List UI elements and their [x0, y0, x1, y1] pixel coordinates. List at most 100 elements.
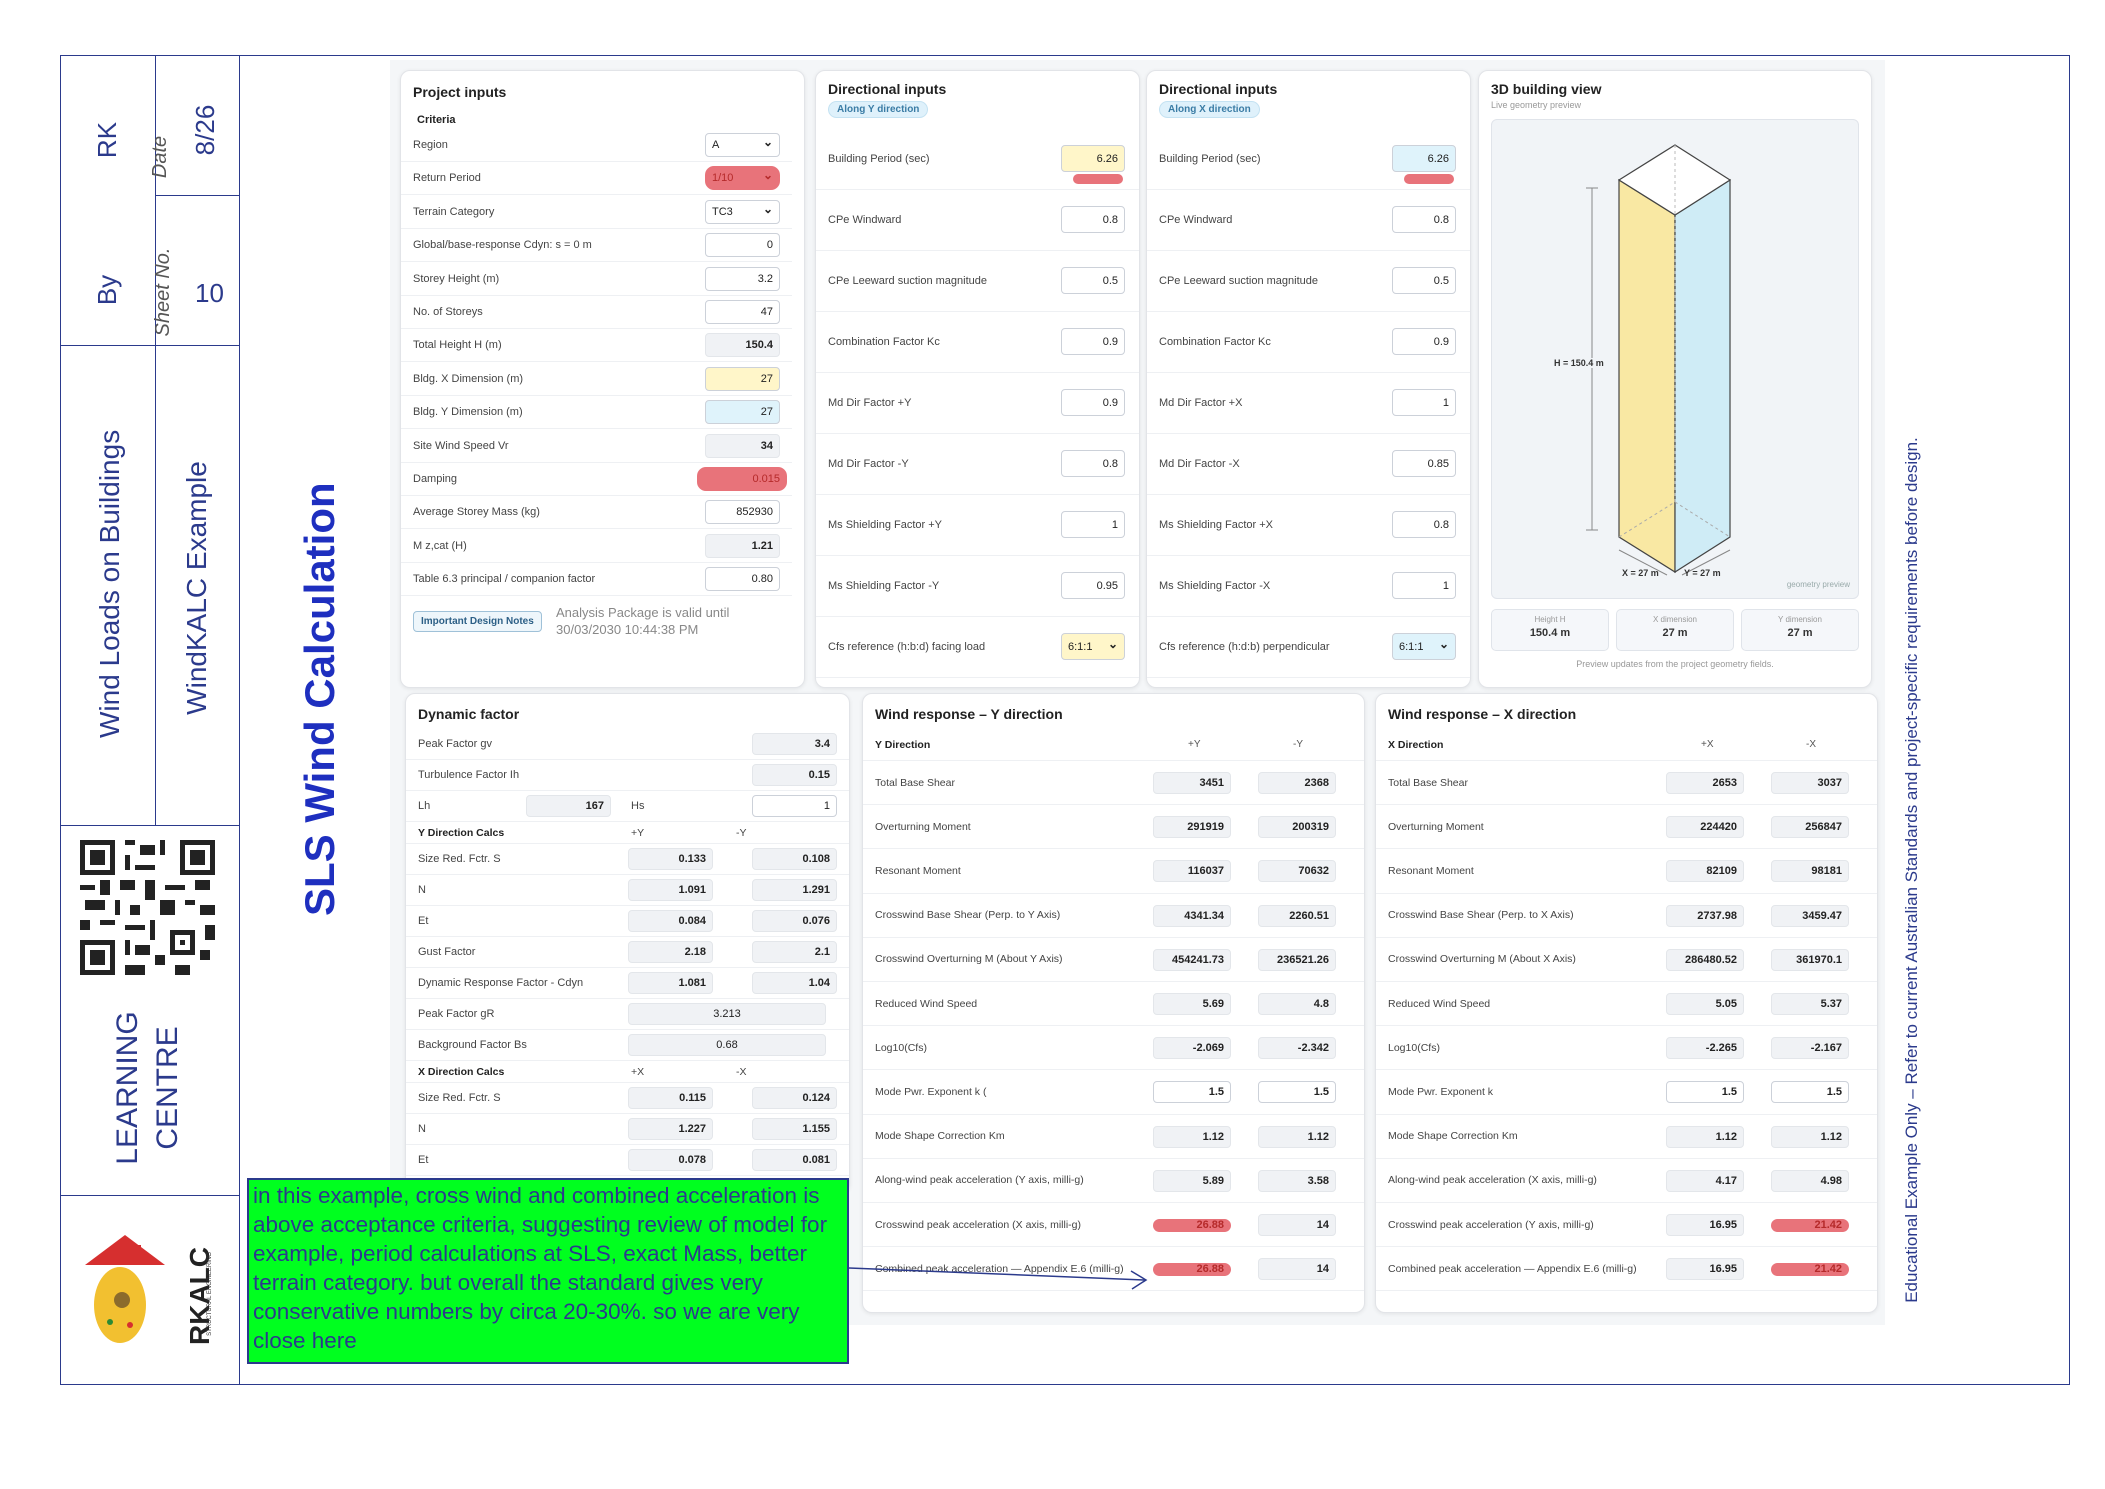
project-subtitle: WindKALC Example: [181, 461, 212, 715]
v: 2260.51: [1289, 909, 1329, 922]
field-label: Gust Factor: [418, 946, 476, 958]
turb-value: 0.15: [752, 764, 837, 786]
calc-row: Dynamic Response Factor - Cdyn 1.081 1.04: [406, 968, 849, 999]
response-row: Mode Shape Correction Km 1.12 1.12: [863, 1115, 1364, 1159]
value-a[interactable]: 1.5: [1666, 1081, 1744, 1104]
annotation-note: in this example, cross wind and combined…: [247, 1178, 849, 1364]
field-label: Background Factor Bs: [418, 1039, 527, 1051]
field-value-13[interactable]: 0.80: [705, 567, 780, 592]
important-design-notes-button[interactable]: Important Design Notes: [413, 611, 542, 632]
field-value-2[interactable]: 0.5: [1392, 267, 1456, 294]
response-row: Along-wind peak acceleration (X axis, mi…: [1376, 1159, 1877, 1203]
field-value-4[interactable]: 1: [1392, 389, 1456, 416]
hs-label: Hs: [631, 800, 645, 812]
row-label: Reduced Wind Speed: [1388, 997, 1491, 1010]
input-row: CPe Windward 0.8: [1147, 190, 1470, 251]
field-value-4[interactable]: 0.9: [1061, 389, 1125, 416]
wind-response-y-card: Wind response – Y direction Y Direction +…: [862, 693, 1365, 1313]
field-value-3[interactable]: 0.9: [1061, 328, 1125, 355]
stat-box: Height H 150.4 m: [1491, 609, 1609, 651]
v: 26.88: [1196, 1219, 1224, 1232]
sheet-value: 10: [195, 278, 224, 308]
field-value-5[interactable]: 47: [705, 300, 780, 324]
response-row: Combined peak acceleration — Appendix E.…: [863, 1247, 1364, 1292]
field-value-0[interactable]: A ⌄: [705, 133, 780, 157]
row-label: Total Base Shear: [875, 776, 955, 789]
value-b: 3459.47: [1771, 904, 1849, 927]
field-value-8[interactable]: 27: [705, 400, 780, 425]
field-label: CPe Windward: [1159, 214, 1233, 226]
v: 1: [823, 800, 830, 812]
col2: -X: [736, 1065, 747, 1078]
field-value-4[interactable]: 3.2: [705, 266, 780, 291]
value-b[interactable]: 1.5: [1771, 1081, 1849, 1104]
value-b: 2.1: [752, 941, 837, 963]
field-value-9[interactable]: 34: [705, 433, 780, 458]
row-label: Log10(Cfs): [875, 1041, 927, 1054]
value-text: 0.85: [1427, 457, 1449, 470]
v: 4341.34: [1184, 909, 1224, 922]
project-inputs-card: Project inputs Criteria Region A ⌄ Return P…: [400, 70, 805, 688]
value-text: 1: [1111, 518, 1118, 531]
field-value-6[interactable]: 150.4: [705, 333, 780, 358]
v: 224420: [1700, 821, 1737, 834]
criteria-label: Criteria: [417, 114, 456, 126]
field-value-7[interactable]: 27: [705, 366, 780, 391]
col1: +Y: [631, 826, 645, 839]
row-label: Crosswind peak acceleration (X axis, mil…: [875, 1218, 1081, 1231]
field-value-3[interactable]: 0.9: [1392, 328, 1456, 355]
by-value: RK: [92, 121, 122, 159]
field-value-11[interactable]: 852930: [705, 500, 780, 525]
response-row: Crosswind Base Shear (Perp. to Y Axis) 43…: [863, 894, 1364, 938]
row-label: Along-wind peak acceleration (X axis, mi…: [1388, 1174, 1597, 1187]
input-row: Building Period (sec) 6.26: [1147, 129, 1470, 190]
card-title: 3D building view: [1491, 81, 1602, 97]
field-value-0[interactable]: 6.26: [1392, 145, 1456, 172]
response-row: Mode Shape Correction Km 1.12 1.12: [1376, 1115, 1877, 1159]
field-value-6[interactable]: 0.8: [1392, 511, 1456, 538]
value-b: 236521.26: [1258, 948, 1336, 971]
input-row: Global/base-response Cdyn: s = 0 m 0: [401, 229, 792, 263]
field-value-0[interactable]: 6.26: [1061, 145, 1125, 172]
field-value-12[interactable]: 1.21: [705, 533, 780, 558]
field-value-7[interactable]: 0.95: [1061, 572, 1125, 599]
field-value-8[interactable]: 6:1:1 ⌄: [1061, 633, 1125, 660]
v: 200319: [1292, 821, 1329, 834]
field-value-5[interactable]: 0.8: [1061, 450, 1125, 477]
v: 1.5: [1721, 1086, 1737, 1099]
value-a: 0.084: [628, 910, 713, 932]
v: 5.37: [1820, 998, 1842, 1011]
calc-row: Et 0.078 0.081: [406, 1145, 849, 1176]
field-value-1[interactable]: 0.8: [1392, 206, 1456, 233]
row-label: Crosswind Base Shear (Perp. to Y Axis): [875, 909, 1061, 922]
field-value-8[interactable]: 6:1:1 ⌄: [1392, 633, 1456, 660]
field-value-3[interactable]: 0: [705, 233, 780, 258]
value-text: 0.8: [1433, 518, 1449, 531]
card-subtitle: Live geometry preview: [1491, 100, 1582, 110]
field-value-2[interactable]: 0.5: [1061, 267, 1125, 294]
direction-pill: Along Y direction: [828, 101, 929, 118]
input-row: Bldg. X Dimension (m) 27: [401, 363, 792, 396]
value-b: 14: [1258, 1258, 1336, 1281]
3d-viewport[interactable]: H = 150.4 m X = 27 m Y = 27 m geometry p…: [1491, 119, 1859, 599]
field-label: Ms Shielding Factor -X: [1159, 580, 1271, 592]
field-value-7[interactable]: 1: [1392, 572, 1456, 599]
v: 0.078: [678, 1154, 706, 1166]
value-a[interactable]: 1.5: [1153, 1081, 1231, 1104]
value-a: 4341.34: [1153, 904, 1231, 927]
field-value-5[interactable]: 0.85: [1392, 450, 1456, 477]
field-value-6[interactable]: 1: [1061, 511, 1125, 538]
value-text: 1.21: [751, 539, 773, 552]
field-value-1[interactable]: 1/10 ⌄: [705, 166, 780, 191]
v: 1.5: [1208, 1086, 1224, 1099]
field-value-2[interactable]: TC3 ⌄: [705, 199, 780, 224]
field-value-1[interactable]: 0.8: [1061, 206, 1125, 233]
col1: +X: [1701, 739, 1714, 750]
v: 5.69: [1202, 998, 1224, 1011]
card-title: Directional inputs: [1159, 81, 1278, 97]
value-b[interactable]: 1.5: [1258, 1081, 1336, 1104]
field-value-10[interactable]: 0.015: [697, 467, 787, 491]
value-text: 0.9: [1102, 335, 1118, 348]
value-text: 0.95: [1096, 579, 1118, 592]
hs-value[interactable]: 1: [752, 795, 837, 817]
